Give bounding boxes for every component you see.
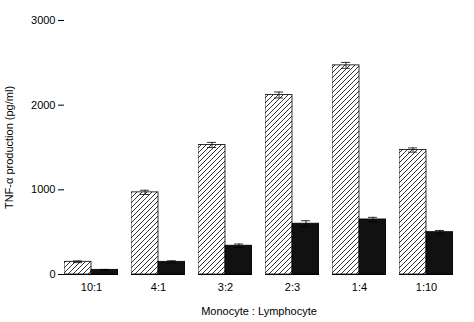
svg-text:1000: 1000 [31,183,55,195]
svg-text:Monocyte : Lymphocyte: Monocyte : Lymphocyte [201,305,317,317]
svg-text:1:4: 1:4 [352,281,367,293]
svg-text:TNF-α production (pg/ml): TNF-α production (pg/ml) [3,86,15,209]
svg-text:10:1: 10:1 [81,281,102,293]
svg-text:0: 0 [49,268,55,280]
svg-text:3:2: 3:2 [218,281,233,293]
svg-text:3000: 3000 [31,14,55,26]
svg-text:1:10: 1:10 [416,281,437,293]
svg-text:4:1: 4:1 [151,281,166,293]
svg-text:2000: 2000 [31,99,55,111]
svg-text:2:3: 2:3 [285,281,300,293]
